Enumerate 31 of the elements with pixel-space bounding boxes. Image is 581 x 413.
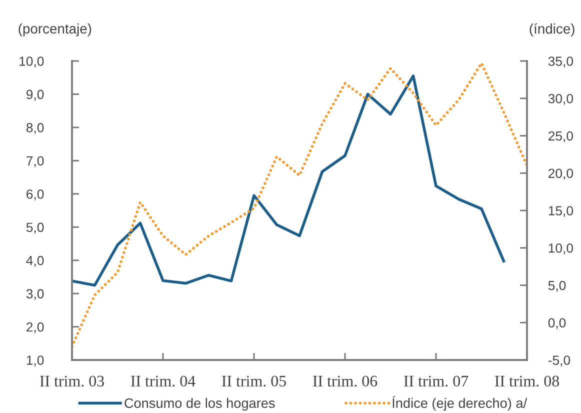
y-tick-label: 8,0 — [26, 123, 44, 134]
y-tick-label: 4,0 — [26, 256, 44, 267]
line-series — [72, 62, 527, 348]
y-tick-label: 1,0 — [26, 356, 44, 366]
line-series — [72, 74, 506, 287]
y-tick-label: 7,0 — [26, 156, 44, 168]
y-tick-label: 2,0 — [26, 322, 44, 334]
y2-tick-label: -5,0 — [548, 356, 570, 366]
y-tick-label: 10,0 — [20, 56, 44, 68]
x-tick-label: II trim. 08 — [494, 376, 559, 387]
x-tick-label: II trim. 05 — [222, 376, 286, 387]
legend-label: Índice (eje derecho) a/ — [392, 396, 528, 411]
legend-label: Consumo de los hogares — [124, 398, 275, 411]
y-tick-label: 6,0 — [26, 189, 44, 200]
y-tick-label: 5,0 — [26, 222, 44, 234]
y2-tick-label: 0,0 — [548, 318, 566, 330]
y2-tick-label: 5,0 — [548, 280, 566, 292]
x-tick-label: II trim. 06 — [312, 376, 378, 387]
x-tick-label: II trim. 07 — [404, 376, 468, 387]
y2-tick-label: 35,0 — [548, 56, 573, 68]
y-tick-label: 9,0 — [26, 90, 44, 101]
y2-axis-title: (índice) — [530, 23, 574, 36]
y2-tick-label: 30,0 — [548, 94, 573, 105]
x-tick-label: II trim. 04 — [130, 376, 196, 387]
y-axis-title: (porcentaje) — [18, 23, 92, 36]
y2-tick-label: 15,0 — [548, 206, 573, 217]
y2-tick-label: 10,0 — [548, 243, 573, 254]
y-tick-label: 3,0 — [26, 289, 44, 300]
x-tick-label: II trim. 03 — [40, 376, 104, 387]
y2-tick-label: 20,0 — [548, 168, 573, 180]
y2-tick-label: 25,0 — [548, 131, 573, 142]
